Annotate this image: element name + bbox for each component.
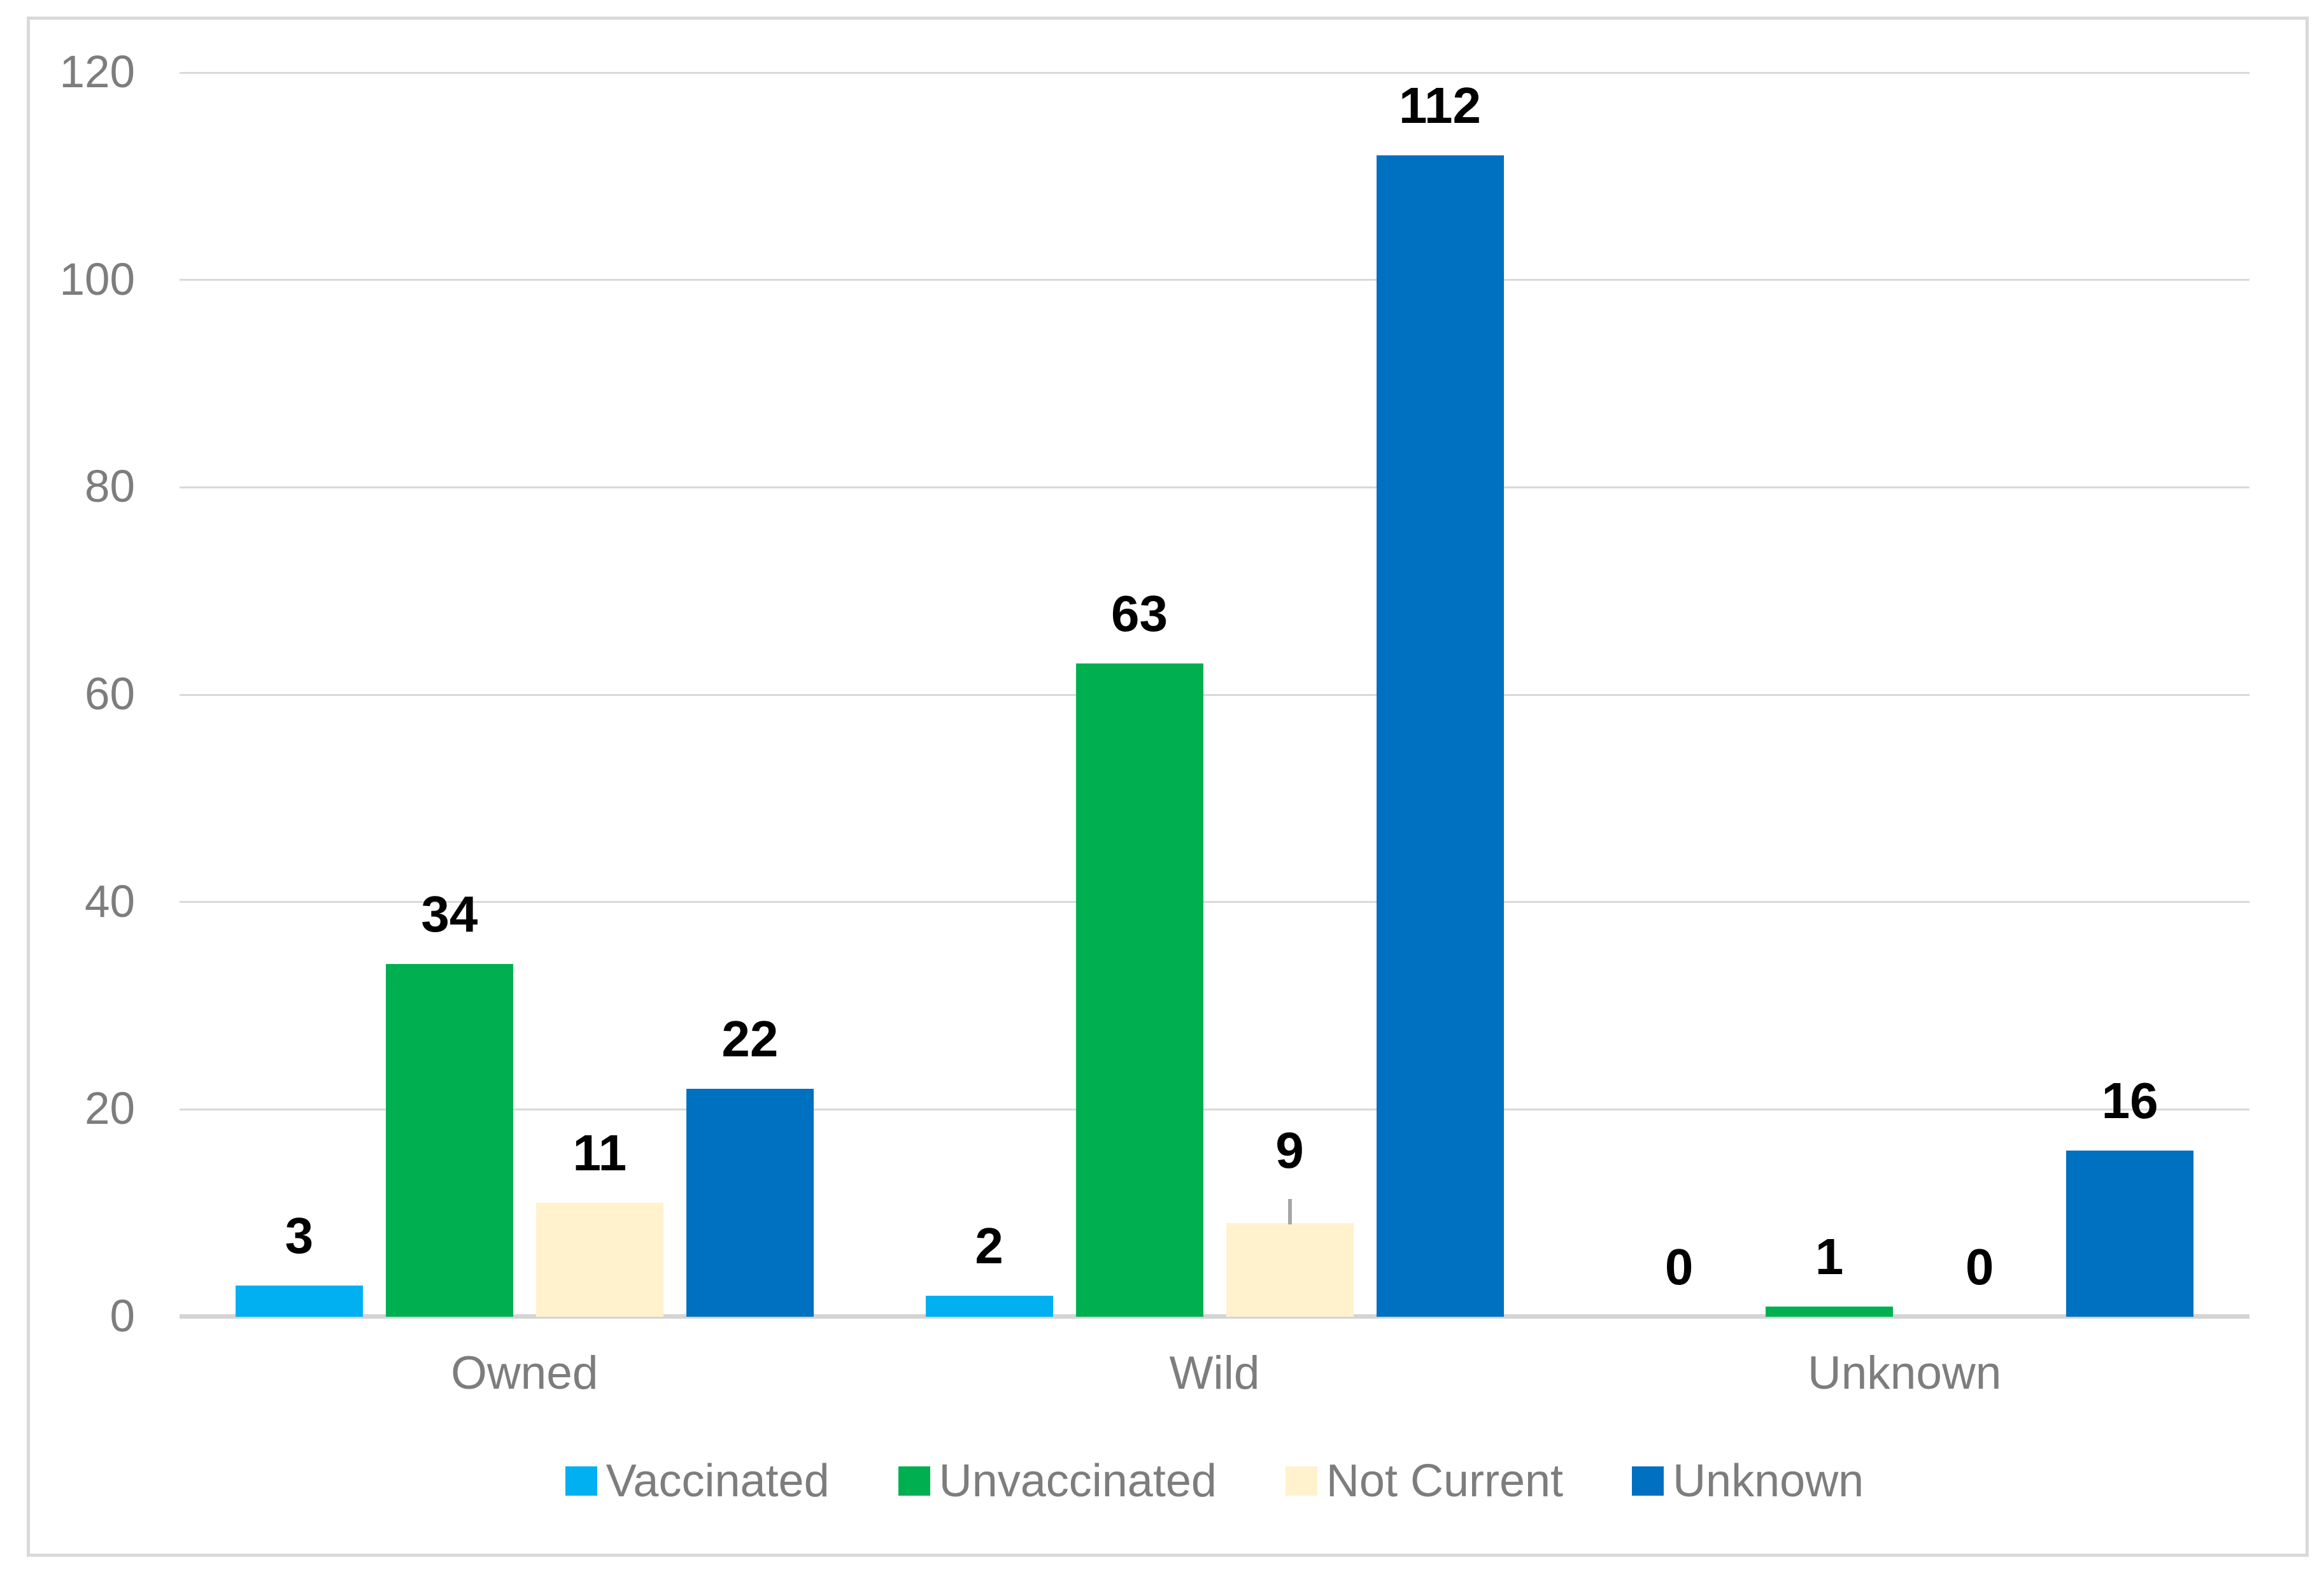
data-label-unvaccinated-wild: 63 xyxy=(1111,585,1168,642)
data-label-vaccinated-owned: 3 xyxy=(285,1207,314,1265)
legend-item-unvaccinated: Unvaccinated xyxy=(898,1454,1217,1508)
legend-marker-unknown-icon xyxy=(1632,1466,1664,1496)
gridline-100 xyxy=(180,279,2250,281)
y-tick-label-20: 20 xyxy=(85,1084,135,1135)
data-label-not-current-wild: 9 xyxy=(1275,1122,1304,1179)
legend-marker-unvaccinated-icon xyxy=(898,1466,930,1496)
legend-label-unknown: Unknown xyxy=(1673,1456,1864,1507)
legend-item-unknown: Unknown xyxy=(1632,1454,1864,1508)
category-label-wild: Wild xyxy=(1169,1347,1260,1399)
data-label-not-current-unknown: 0 xyxy=(1965,1238,1994,1295)
y-tick-label-40: 40 xyxy=(85,876,135,927)
data-label-unknown-wild: 112 xyxy=(1398,77,1482,134)
y-tick-label-60: 60 xyxy=(85,669,135,720)
legend-item-not-current: Not Current xyxy=(1285,1454,1564,1508)
gridline-20 xyxy=(180,1108,2250,1110)
legend-marker-not-current-icon xyxy=(1285,1466,1317,1496)
bar-unvaccinated-unknown xyxy=(1766,1306,1894,1317)
category-label-owned: Owned xyxy=(451,1347,599,1399)
gridline-120 xyxy=(180,71,2250,74)
y-tick-label-80: 80 xyxy=(85,462,135,513)
y-tick-label-100: 100 xyxy=(59,254,135,305)
legend-label-vaccinated: Vaccinated xyxy=(606,1456,830,1507)
bar-unknown-owned xyxy=(686,1088,814,1317)
chart-border xyxy=(27,17,2309,1557)
label-leader-line xyxy=(1287,1199,1292,1225)
legend-marker-vaccinated-icon xyxy=(565,1466,597,1496)
x-axis-line xyxy=(180,1314,2250,1319)
legend-label-unvaccinated: Unvaccinated xyxy=(939,1456,1217,1507)
bar-unknown-wild xyxy=(1376,155,1504,1317)
data-label-unvaccinated-owned: 34 xyxy=(421,886,478,943)
data-label-unvaccinated-unknown: 1 xyxy=(1815,1228,1844,1285)
bar-vaccinated-wild xyxy=(925,1296,1053,1317)
legend: Vaccinated Unvaccinated Not Current Unknown xyxy=(180,1454,2250,1508)
y-tick-label-0: 0 xyxy=(110,1291,136,1342)
data-label-vaccinated-unknown: 0 xyxy=(1664,1238,1694,1295)
legend-item-vaccinated: Vaccinated xyxy=(565,1454,830,1508)
y-tick-label-120: 120 xyxy=(59,47,135,97)
legend-label-not-current: Not Current xyxy=(1326,1456,1564,1507)
gridline-80 xyxy=(180,486,2250,488)
category-label-unknown: Unknown xyxy=(1807,1347,2002,1399)
bar-unvaccinated-owned xyxy=(385,964,513,1317)
data-label-not-current-owned: 11 xyxy=(572,1124,627,1181)
data-label-unknown-owned: 22 xyxy=(721,1010,779,1067)
plot-area: 3 2 0 34 63 1 11 9 0 22 112 16 xyxy=(180,71,2250,1319)
bar-unknown-unknown xyxy=(2066,1151,2194,1317)
bar-vaccinated-owned xyxy=(235,1286,363,1317)
data-label-vaccinated-wild: 2 xyxy=(975,1217,1003,1275)
bar-not-current-owned xyxy=(535,1202,663,1317)
gridline-40 xyxy=(180,901,2250,904)
bar-unvaccinated-wild xyxy=(1075,663,1203,1317)
bar-not-current-wild xyxy=(1226,1223,1354,1317)
data-label-unknown-unknown: 16 xyxy=(2101,1072,2158,1130)
gridline-60 xyxy=(180,693,2250,696)
